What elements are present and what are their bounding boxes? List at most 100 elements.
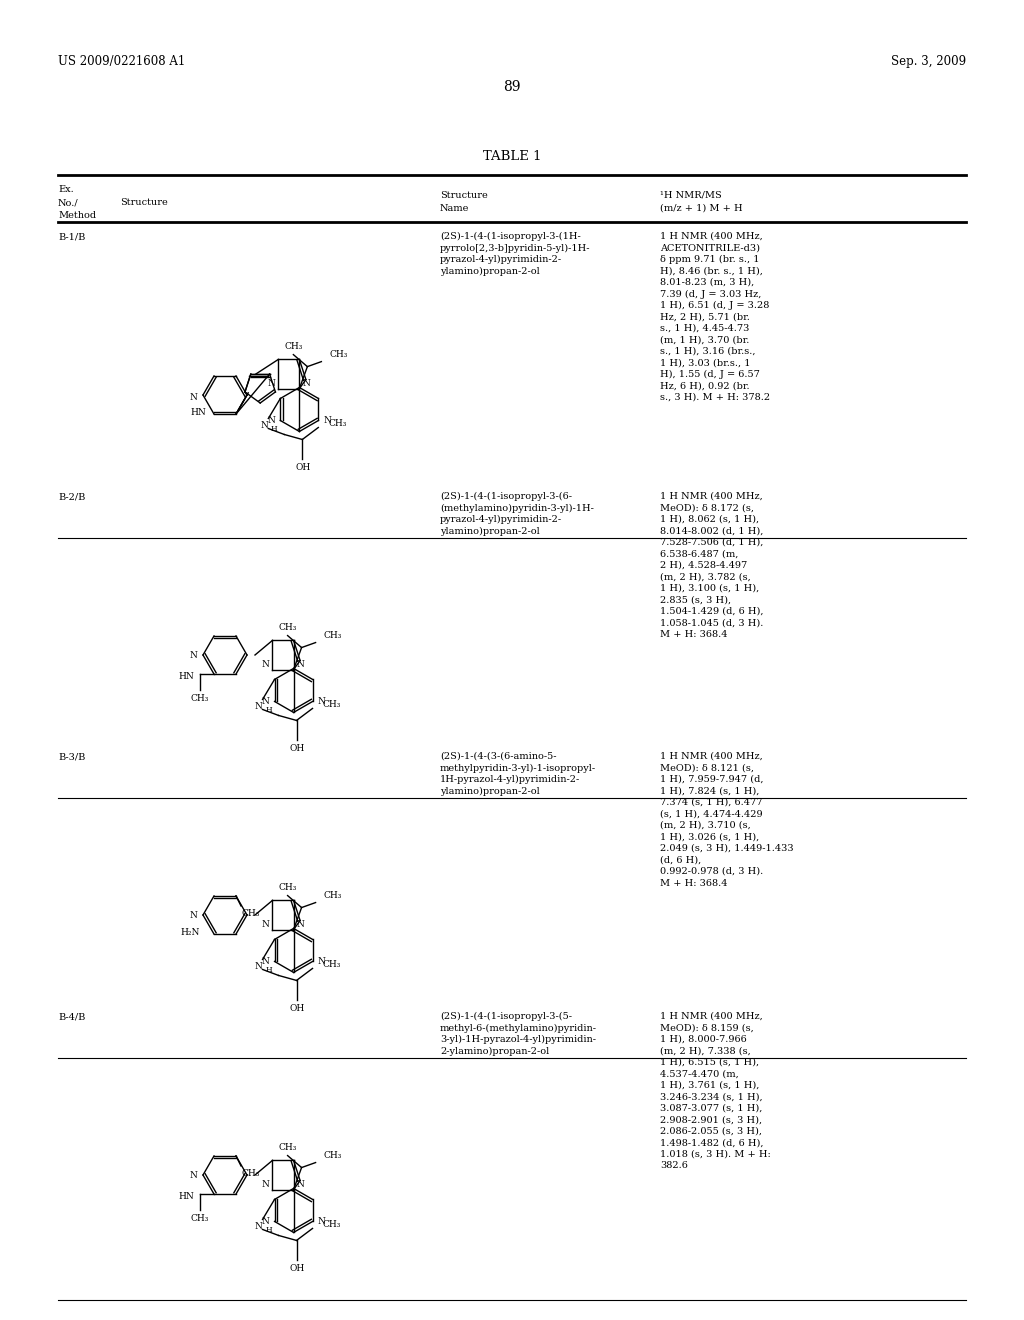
Text: M + H: 368.4: M + H: 368.4 (660, 879, 727, 887)
Text: OH: OH (296, 463, 311, 473)
Text: CH₃: CH₃ (242, 909, 260, 919)
Text: N: N (255, 702, 262, 711)
Text: 2.049 (s, 3 H), 1.449-1.433: 2.049 (s, 3 H), 1.449-1.433 (660, 843, 794, 853)
Text: 8.014-8.002 (d, 1 H),: 8.014-8.002 (d, 1 H), (660, 527, 763, 536)
Text: 1.018 (s, 3 H). M + H:: 1.018 (s, 3 H). M + H: (660, 1150, 771, 1159)
Text: 7.374 (s, 1 H), 6.477: 7.374 (s, 1 H), 6.477 (660, 799, 763, 807)
Text: N: N (189, 1171, 197, 1180)
Text: H: H (271, 425, 278, 433)
Text: pyrazol-4-yl)pyrimidin-2-: pyrazol-4-yl)pyrimidin-2- (440, 515, 562, 524)
Text: N: N (267, 416, 275, 425)
Text: MeOD): δ 8.172 (s,: MeOD): δ 8.172 (s, (660, 503, 754, 512)
Text: ACETONITRILE-d3): ACETONITRILE-d3) (660, 243, 760, 252)
Text: B-4/B: B-4/B (58, 1012, 85, 1020)
Text: 89: 89 (503, 81, 521, 94)
Text: (m, 2 H), 3.710 (s,: (m, 2 H), 3.710 (s, (660, 821, 751, 830)
Text: 1.058-1.045 (d, 3 H).: 1.058-1.045 (d, 3 H). (660, 619, 763, 627)
Text: B-1/B: B-1/B (58, 232, 85, 242)
Text: H: H (265, 706, 271, 714)
Text: ylamino)propan-2-ol: ylamino)propan-2-ol (440, 267, 540, 276)
Text: 1H-pyrazol-4-yl)pyrimidin-2-: 1H-pyrazol-4-yl)pyrimidin-2- (440, 775, 581, 784)
Text: N: N (297, 1180, 304, 1189)
Text: methyl-6-(methylamino)pyridin-: methyl-6-(methylamino)pyridin- (440, 1023, 597, 1032)
Text: OH: OH (290, 744, 305, 752)
Text: N: N (317, 1217, 326, 1226)
Text: (2S)-1-(4-(1-isopropyl-3-(5-: (2S)-1-(4-(1-isopropyl-3-(5- (440, 1012, 572, 1022)
Text: 1 H NMR (400 MHz,: 1 H NMR (400 MHz, (660, 492, 763, 502)
Text: No./: No./ (58, 198, 79, 207)
Text: N: N (302, 379, 310, 388)
Text: N: N (297, 660, 304, 669)
Text: 1 H), 3.100 (s, 1 H),: 1 H), 3.100 (s, 1 H), (660, 583, 759, 593)
Text: 7.528-7.506 (d, 1 H),: 7.528-7.506 (d, 1 H), (660, 539, 763, 546)
Text: CH₃: CH₃ (279, 883, 297, 892)
Text: methylpyridin-3-yl)-1-isopropyl-: methylpyridin-3-yl)-1-isopropyl- (440, 763, 596, 772)
Text: (methylamino)pyridin-3-yl)-1H-: (methylamino)pyridin-3-yl)-1H- (440, 503, 594, 512)
Text: 4.537-4.470 (m,: 4.537-4.470 (m, (660, 1069, 738, 1078)
Text: CH₃: CH₃ (242, 1170, 260, 1179)
Text: 1 H), 8.062 (s, 1 H),: 1 H), 8.062 (s, 1 H), (660, 515, 759, 524)
Text: N: N (189, 392, 197, 401)
Text: s., 1 H), 3.16 (br.s.,: s., 1 H), 3.16 (br.s., (660, 347, 756, 356)
Text: 1 H), 3.026 (s, 1 H),: 1 H), 3.026 (s, 1 H), (660, 833, 759, 842)
Text: s., 1 H), 4.45-4.73: s., 1 H), 4.45-4.73 (660, 323, 750, 333)
Text: N: N (255, 1222, 262, 1232)
Text: H), 8.46 (br. s., 1 H),: H), 8.46 (br. s., 1 H), (660, 267, 763, 276)
Text: 1 H), 7.824 (s, 1 H),: 1 H), 7.824 (s, 1 H), (660, 787, 760, 796)
Text: H: H (265, 966, 271, 974)
Text: δ ppm 9.71 (br. s., 1: δ ppm 9.71 (br. s., 1 (660, 255, 760, 264)
Text: 1 H), 7.959-7.947 (d,: 1 H), 7.959-7.947 (d, (660, 775, 764, 784)
Text: N: N (267, 379, 275, 388)
Text: Hz, 2 H), 5.71 (br.: Hz, 2 H), 5.71 (br. (660, 313, 750, 322)
Text: s., 3 H). M + H: 378.2: s., 3 H). M + H: 378.2 (660, 393, 770, 403)
Text: CH₃: CH₃ (324, 1151, 342, 1160)
Text: CH₃: CH₃ (279, 623, 297, 632)
Text: US 2009/0221608 A1: US 2009/0221608 A1 (58, 55, 185, 69)
Text: H₂N: H₂N (180, 928, 200, 937)
Text: TABLE 1: TABLE 1 (482, 150, 542, 162)
Text: 2-ylamino)propan-2-ol: 2-ylamino)propan-2-ol (440, 1047, 549, 1056)
Text: 1 H), 8.000-7.966: 1 H), 8.000-7.966 (660, 1035, 746, 1044)
Text: N: N (262, 957, 269, 966)
Text: CH₃: CH₃ (329, 418, 347, 428)
Text: HN: HN (190, 408, 206, 417)
Text: 1 H NMR (400 MHz,: 1 H NMR (400 MHz, (660, 752, 763, 762)
Text: Ex.: Ex. (58, 185, 74, 194)
Text: N: N (189, 651, 197, 660)
Text: Structure: Structure (120, 198, 168, 207)
Text: 3.246-3.234 (s, 1 H),: 3.246-3.234 (s, 1 H), (660, 1093, 763, 1101)
Text: N: N (324, 416, 332, 425)
Text: N: N (260, 421, 268, 430)
Text: 2.835 (s, 3 H),: 2.835 (s, 3 H), (660, 595, 731, 605)
Text: H: H (265, 1226, 271, 1234)
Text: B-2/B: B-2/B (58, 492, 85, 502)
Text: (2S)-1-(4-(1-isopropyl-3-(6-: (2S)-1-(4-(1-isopropyl-3-(6- (440, 492, 572, 502)
Text: Name: Name (440, 205, 469, 213)
Text: 382.6: 382.6 (660, 1162, 688, 1171)
Text: N: N (261, 1180, 269, 1189)
Text: CH₃: CH₃ (285, 342, 302, 351)
Text: 1 H NMR (400 MHz,: 1 H NMR (400 MHz, (660, 1012, 763, 1020)
Text: (m, 2 H), 3.782 (s,: (m, 2 H), 3.782 (s, (660, 573, 751, 582)
Text: pyrrolo[2,3-b]pyridin-5-yl)-1H-: pyrrolo[2,3-b]pyridin-5-yl)-1H- (440, 243, 591, 252)
Text: N: N (262, 1217, 269, 1226)
Text: 3.087-3.077 (s, 1 H),: 3.087-3.077 (s, 1 H), (660, 1104, 763, 1113)
Text: N: N (317, 957, 326, 966)
Text: (s, 1 H), 4.474-4.429: (s, 1 H), 4.474-4.429 (660, 809, 763, 818)
Text: ylamino)propan-2-ol: ylamino)propan-2-ol (440, 787, 540, 796)
Text: 6.538-6.487 (m,: 6.538-6.487 (m, (660, 549, 738, 558)
Text: ¹H NMR/MS: ¹H NMR/MS (660, 191, 722, 201)
Text: N: N (189, 911, 197, 920)
Text: CH₃: CH₃ (323, 700, 341, 709)
Text: 1 H), 6.51 (d, J = 3.28: 1 H), 6.51 (d, J = 3.28 (660, 301, 769, 310)
Text: (m, 1 H), 3.70 (br.: (m, 1 H), 3.70 (br. (660, 335, 750, 345)
Text: N: N (297, 920, 304, 929)
Text: ylamino)propan-2-ol: ylamino)propan-2-ol (440, 527, 540, 536)
Text: 1.504-1.429 (d, 6 H),: 1.504-1.429 (d, 6 H), (660, 607, 764, 616)
Text: OH: OH (290, 1265, 305, 1272)
Text: N: N (255, 962, 262, 972)
Text: B-3/B: B-3/B (58, 752, 85, 762)
Text: (2S)-1-(4-(1-isopropyl-3-(1H-: (2S)-1-(4-(1-isopropyl-3-(1H- (440, 232, 581, 242)
Text: CH₃: CH₃ (330, 350, 348, 359)
Text: CH₃: CH₃ (190, 1213, 209, 1222)
